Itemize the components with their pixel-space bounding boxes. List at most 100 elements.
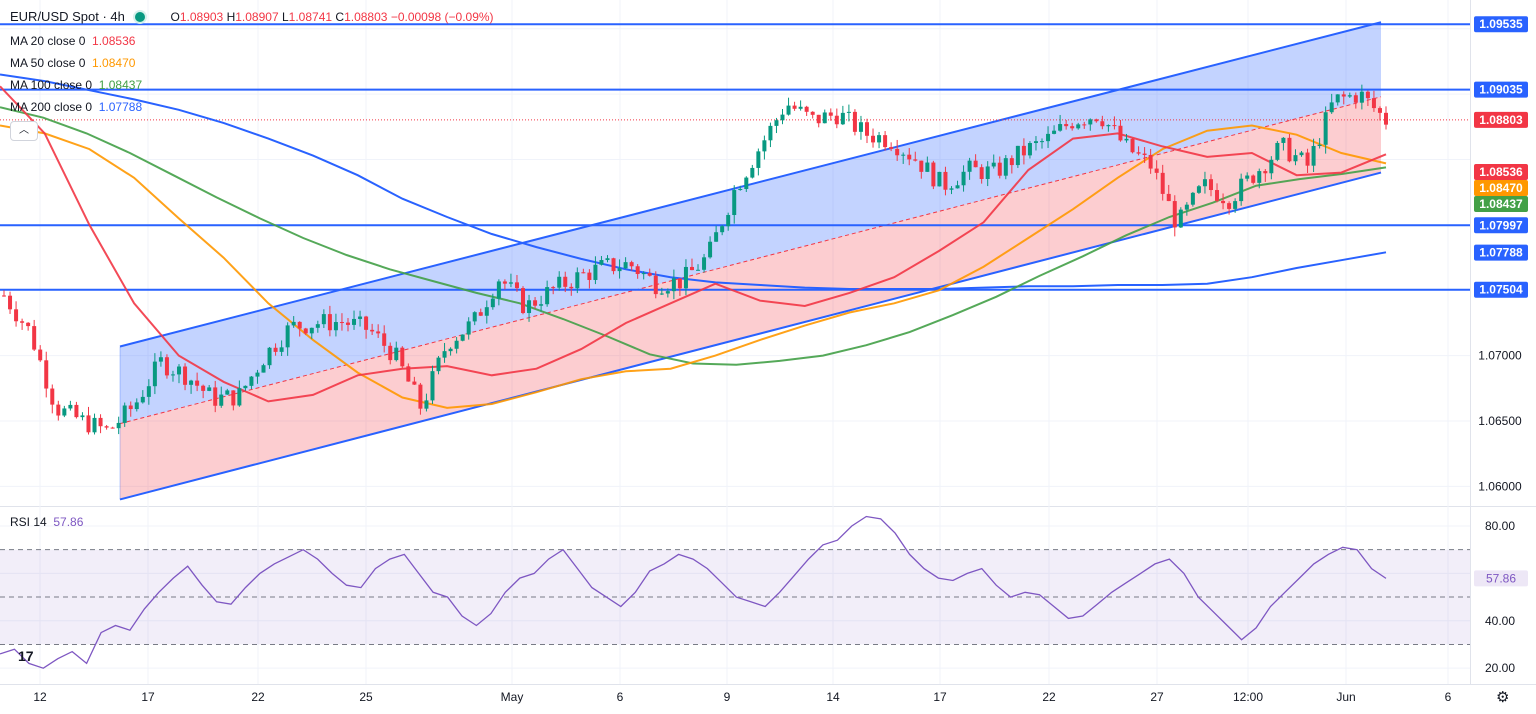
candle-body <box>997 162 1002 176</box>
last-price-label: 1.08803 <box>1479 113 1523 127</box>
candle-body <box>376 331 381 334</box>
rsi-tick-label: 20.00 <box>1485 661 1515 675</box>
ma-2-label: 1.08437 <box>1479 197 1523 211</box>
candle-body <box>744 177 749 190</box>
candle-body <box>611 258 616 272</box>
price-tick-label: 1.06000 <box>1478 479 1522 493</box>
level-2-tag <box>1474 217 1528 234</box>
symbol-title[interactable]: EUR/USD Spot · 4h <box>10 9 125 24</box>
candle-body <box>569 286 574 289</box>
chevron-up-icon[interactable]: ︿ <box>10 121 38 141</box>
candle-body <box>508 282 513 284</box>
candle-body <box>442 351 447 358</box>
candle-body <box>1118 125 1123 141</box>
candle-body <box>237 388 242 406</box>
candle-body <box>62 408 67 416</box>
candle-body <box>732 190 737 216</box>
channel-lower-line <box>119 171 1382 501</box>
candle-body <box>1046 133 1051 142</box>
time-tick-label: 17 <box>933 690 947 704</box>
candle-body <box>1094 119 1099 122</box>
ma50-line <box>0 124 1387 409</box>
price-axis[interactable]: 1.07000 1.06500 1.06000 1.09535 1.09035 1.079… <box>1474 16 1528 675</box>
candle-body <box>430 371 435 401</box>
candle-body <box>828 112 833 116</box>
ma20-legend[interactable]: MA 20 close 0 1.08536 <box>10 34 136 48</box>
candle-body <box>1317 144 1322 146</box>
time-axis[interactable]: 12 17 22 25 May 6 9 14 17 22 27 12:00 Jun 6 <box>33 690 1451 704</box>
candle-body <box>195 380 200 386</box>
tradingview-logo-icon[interactable]: 17 <box>18 648 34 664</box>
candle-body <box>285 325 290 348</box>
time-tick-label: 12:00 <box>1233 690 1263 704</box>
level-1-tag <box>1474 81 1528 98</box>
candle-body <box>1359 91 1364 103</box>
open-value: 1.08903 <box>179 10 224 24</box>
candle-body <box>689 266 694 271</box>
candle-body <box>1027 143 1032 156</box>
candle-body <box>581 272 586 274</box>
candle-body <box>74 404 79 418</box>
candle-body <box>702 257 707 270</box>
level-3-label: 1.07504 <box>1479 283 1523 297</box>
candle-body <box>177 366 182 375</box>
candle-body <box>490 298 495 308</box>
candle-body <box>545 287 550 305</box>
candle-body <box>539 304 544 306</box>
candle-body <box>412 381 417 385</box>
candle-body <box>973 160 978 168</box>
candle-body <box>1281 137 1286 143</box>
candle-body <box>931 162 936 187</box>
candle-body <box>418 384 423 409</box>
candle-body <box>593 264 598 280</box>
candle-body <box>152 361 157 387</box>
candle-body <box>1003 158 1008 176</box>
ma100-legend[interactable]: MA 100 close 0 1.08437 <box>10 78 143 92</box>
candle-body <box>406 366 411 382</box>
candle-body <box>1052 130 1057 134</box>
rsi-tick-label: 80.00 <box>1485 519 1515 533</box>
rsi-legend[interactable]: RSI 14 57.86 <box>10 515 84 529</box>
candle-body <box>1196 186 1201 193</box>
candle-body <box>8 295 13 310</box>
candle-body <box>961 171 966 186</box>
candle-body <box>478 312 483 316</box>
gear-icon[interactable]: ⚙ <box>1496 689 1510 706</box>
candle-body <box>321 314 326 325</box>
candle-body <box>128 405 133 410</box>
candle-body <box>1335 94 1340 103</box>
ma200-line <box>0 73 1387 290</box>
candle-body <box>1251 175 1256 183</box>
price-tick-label: 1.07000 <box>1478 349 1522 363</box>
time-tick-label: Jun <box>1336 690 1355 704</box>
candle-body <box>521 288 526 314</box>
candle-body <box>641 273 646 275</box>
candle-body <box>1353 95 1358 103</box>
candle-body <box>1293 155 1298 162</box>
candle-body <box>38 349 43 361</box>
horizontal-levels[interactable] <box>0 23 1470 291</box>
ma100-line <box>0 106 1387 366</box>
candle-body <box>56 404 61 416</box>
candle-body <box>587 272 592 280</box>
time-tick-label: May <box>501 690 524 704</box>
candle-body <box>1233 201 1238 209</box>
candlestick-series <box>2 84 1388 435</box>
candle-body <box>448 348 453 352</box>
candle-body <box>514 282 519 289</box>
candle-body <box>816 114 821 124</box>
ma-0-label: 1.08536 <box>1479 165 1523 179</box>
moving-averages <box>0 73 1387 409</box>
ohlc-values: O1.08903 H1.08907 L1.08741 C1.08803 −0.0… <box>170 10 494 24</box>
candle-body <box>388 345 393 361</box>
candle-body <box>919 160 924 172</box>
candle-body <box>382 333 387 346</box>
candle-body <box>134 402 139 410</box>
candle-body <box>883 135 888 148</box>
ma50-legend[interactable]: MA 50 close 0 1.08470 <box>10 56 136 70</box>
candle-body <box>708 241 713 258</box>
candle-body <box>1299 152 1304 156</box>
close-value: 1.08803 <box>344 10 388 24</box>
ma200-legend[interactable]: MA 200 close 0 1.07788 <box>10 100 143 114</box>
